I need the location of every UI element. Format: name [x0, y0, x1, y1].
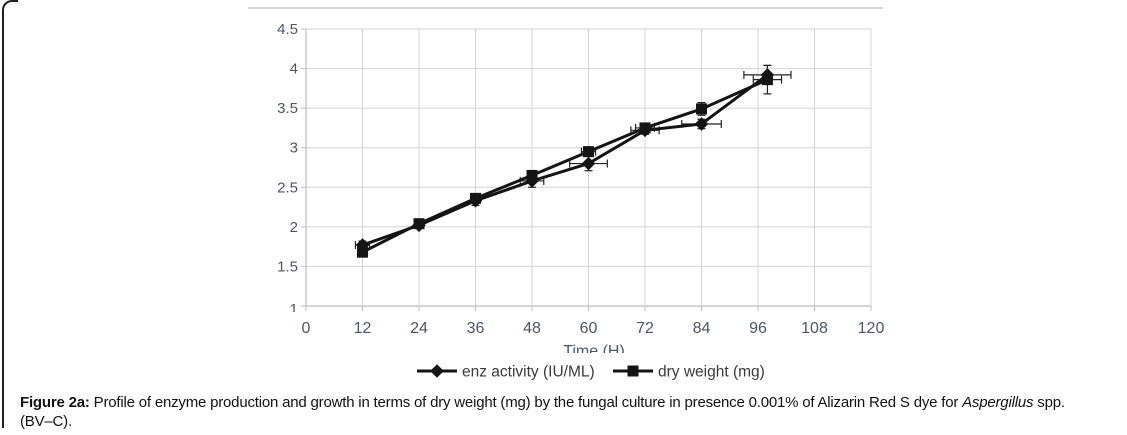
figure-caption-species: Aspergillus	[962, 394, 1034, 411]
square-marker	[583, 146, 594, 158]
y-tick-label: 3	[290, 140, 298, 157]
diamond-marker	[694, 117, 709, 131]
y-tick-label: 2.5	[277, 179, 298, 196]
square-marker	[761, 74, 773, 86]
square-marker	[470, 192, 481, 204]
x-tick-label: 72	[636, 320, 654, 337]
series-line	[362, 73, 769, 247]
enzyme-growth-line-chart: 4.5 4 3.5 3 2.5 2 1.5 10 12 24 36 48 60 72 84 96 108 120 T…	[248, 7, 885, 381]
figure-caption-label: Figure 2a:	[20, 394, 90, 411]
series-dry-weight	[357, 64, 783, 258]
diamond-marker	[430, 364, 444, 378]
square-marker	[639, 122, 651, 134]
y-tick-label: 4.5	[277, 21, 298, 38]
figure-caption-tail: spp.	[1033, 394, 1065, 411]
figure-caption-line2: (BV–C).	[20, 413, 72, 430]
x-tick-label: 96	[749, 320, 767, 337]
figure-caption-text: Profile of enzyme production and growth …	[89, 394, 963, 411]
x-tick-label: 48	[523, 320, 541, 337]
x-tick-label: 120	[858, 320, 885, 337]
y-tick-label: 2	[290, 219, 298, 236]
x-tick-label: 24	[410, 320, 428, 337]
chart-container: 4.5 4 3.5 3 2.5 2 1.5 1 0 12 24 36 48 60 72 84 96 108 120 T…	[248, 7, 885, 381]
legend-label: dry weight (mg)	[658, 364, 765, 381]
page-border-rule	[2, 0, 18, 428]
x-tick-label: 108	[801, 320, 828, 337]
square-marker	[627, 365, 639, 377]
x-axis-title: Time (H)	[563, 343, 625, 360]
diamond-marker	[581, 156, 596, 171]
tick-marks	[301, 28, 872, 311]
y-tick-label: 3.5	[277, 100, 298, 117]
x-tick-label: 84	[693, 320, 711, 337]
y-axis-labels: 4.5 4 3.5 3 2.5 2 1.5 1	[277, 21, 298, 318]
x-tick-label: 60	[580, 320, 598, 337]
y-tick-label: 4	[290, 61, 298, 78]
legend-label: enz activity (IU/ML)	[462, 364, 595, 381]
x-axis-labels: 0 12 24 36 48 60 72 84 96 108 120	[302, 320, 885, 337]
x-tick-label: 36	[467, 320, 485, 337]
square-marker	[696, 103, 707, 115]
series-line	[361, 78, 769, 254]
x-tick-label: 12	[354, 320, 372, 337]
square-marker	[413, 218, 425, 230]
square-marker	[357, 246, 368, 258]
x-tick-label: 0	[302, 320, 311, 337]
square-marker	[526, 169, 538, 181]
y-tick-label: 1.5	[277, 258, 298, 275]
chart-legend: enz activity (IU/ML) dry weight (mg)	[417, 364, 765, 381]
figure-caption: Figure 2a: Profile of enzyme production …	[20, 393, 1123, 431]
y-tick-label: 1	[290, 301, 298, 318]
